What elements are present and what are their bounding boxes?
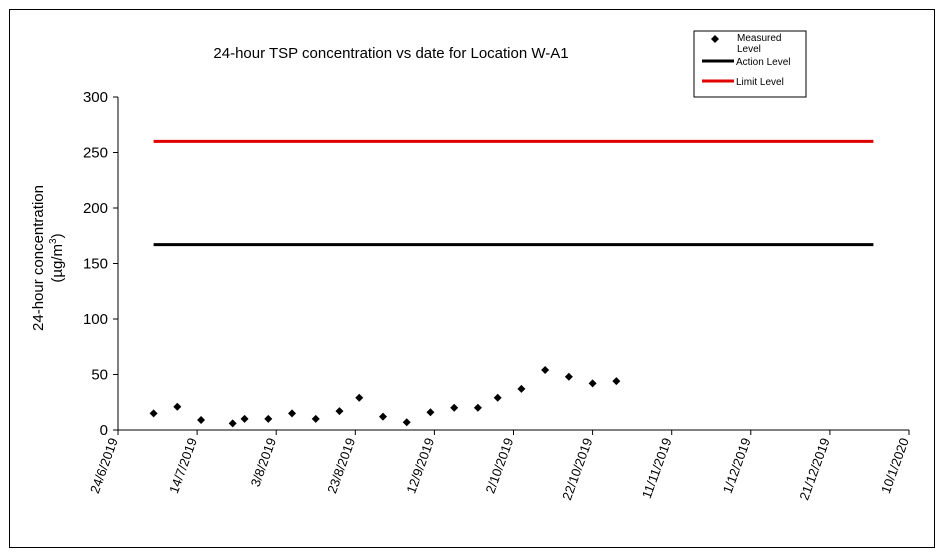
data-point	[335, 407, 344, 416]
data-point	[564, 372, 573, 381]
chart-svg: 24-hour TSP concentration vs date for Lo…	[30, 30, 912, 502]
x-tick-label: 24/6/2019	[87, 436, 121, 495]
data-point	[197, 416, 206, 425]
y-tick-label: 150	[83, 256, 108, 273]
chart-frame: 24-hour TSP concentration vs date for Lo…	[9, 9, 935, 548]
data-point	[311, 414, 320, 423]
x-ticks: 24/6/2019 14/7/2019 3/8/2019 23/8/2019 12/9/…	[87, 430, 912, 502]
data-point	[588, 379, 597, 388]
y-ticks: 0 50 100 150 200 250 300	[83, 89, 118, 439]
legend-box	[693, 30, 807, 98]
series-lines	[153, 139, 874, 247]
legend-label-measured: Measured Level	[737, 33, 781, 55]
data-point	[378, 412, 387, 421]
data-point	[228, 419, 237, 428]
data-point	[493, 393, 502, 402]
data-point	[149, 409, 158, 418]
data-point	[355, 393, 364, 402]
data-point	[612, 377, 621, 386]
y-tick-label: 250	[83, 145, 108, 162]
axes	[117, 97, 909, 431]
legend-marker-measured	[711, 35, 719, 43]
y-axis-title-line1: 24-hour concentration	[30, 185, 47, 331]
data-point	[426, 408, 435, 417]
data-point	[264, 414, 273, 423]
data-point	[450, 403, 459, 412]
y-axis-title: 24-hour concentration (µg/m3)	[30, 185, 66, 331]
x-tick-label: 12/9/2019	[403, 436, 437, 495]
data-point	[402, 418, 411, 427]
x-tick-label: 14/7/2019	[166, 436, 200, 495]
y-tick-label: 300	[83, 89, 108, 106]
legend-label-limit: Limit Level	[736, 77, 784, 88]
x-tick-label: 10/1/2020	[878, 436, 912, 495]
data-point	[240, 414, 249, 423]
y-tick-label: 50	[91, 367, 108, 384]
y-axis-title-unit-prefix: (µg/m	[49, 244, 66, 283]
legend: Measured Level Action Level Limit Level	[693, 30, 807, 98]
x-tick-label: 23/8/2019	[324, 436, 358, 495]
y-tick-label: 200	[83, 200, 108, 217]
chart-title: 24-hour TSP concentration vs date for Lo…	[213, 45, 568, 62]
legend-label-action: Action Level	[736, 57, 790, 68]
x-tick-label: 1/12/2019	[720, 436, 754, 495]
series-points	[149, 366, 621, 428]
x-tick-label: 21/12/2019	[796, 436, 832, 502]
data-point	[173, 402, 182, 411]
y-axis-title-unit-suffix: )	[49, 233, 66, 238]
x-tick-label: 11/11/2019	[639, 436, 675, 500]
y-axis-title-line2: (µg/m3)	[48, 233, 66, 282]
x-tick-label: 3/8/2019	[248, 436, 279, 489]
x-tick-label: 22/10/2019	[559, 436, 595, 502]
data-point	[517, 384, 526, 393]
x-tick-label: 2/10/2019	[482, 436, 516, 495]
data-point	[473, 403, 482, 412]
y-tick-label: 100	[83, 311, 108, 328]
y-tick-label: 0	[100, 422, 108, 439]
data-point	[288, 409, 297, 418]
y-axis-title-unit-sup: 3	[48, 238, 59, 244]
data-point	[541, 366, 550, 375]
